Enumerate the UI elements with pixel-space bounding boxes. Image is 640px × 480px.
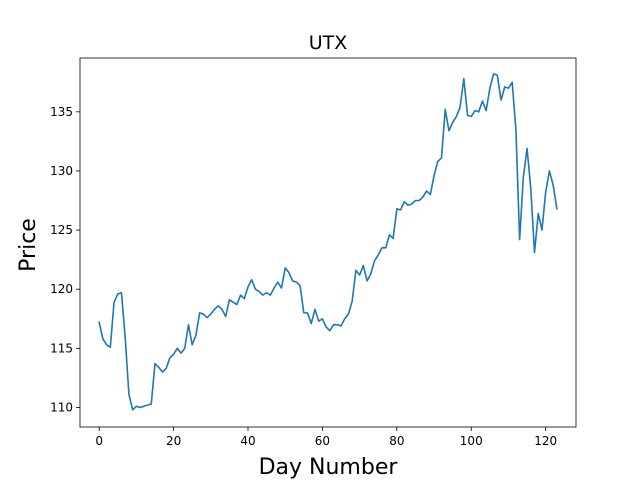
y-tick-label: 110 bbox=[50, 400, 73, 414]
y-tick-label: 120 bbox=[50, 282, 73, 296]
axis-ticks: 0 20 40 60 80 100 120 110 115 120 125 130 135 bbox=[50, 105, 557, 448]
x-tick-label: 100 bbox=[460, 434, 483, 448]
plot-frame bbox=[79, 57, 577, 428]
y-tick-label: 125 bbox=[50, 223, 73, 237]
y-tick-label: 130 bbox=[50, 164, 73, 178]
x-tick-label: 80 bbox=[389, 434, 404, 448]
x-axis-label: Day Number bbox=[259, 455, 399, 480]
x-tick-label: 0 bbox=[95, 434, 103, 448]
series-line bbox=[98, 73, 558, 411]
x-tick-label: 20 bbox=[166, 434, 181, 448]
x-tick-label: 60 bbox=[315, 434, 330, 448]
x-tick-label: 40 bbox=[240, 434, 255, 448]
y-tick-label: 115 bbox=[50, 341, 73, 355]
y-axis-label: Price bbox=[16, 218, 41, 272]
x-tick-label: 120 bbox=[534, 434, 557, 448]
y-tick-label: 135 bbox=[50, 105, 73, 119]
series-layer bbox=[98, 73, 558, 411]
chart-title: UTX bbox=[309, 32, 348, 54]
